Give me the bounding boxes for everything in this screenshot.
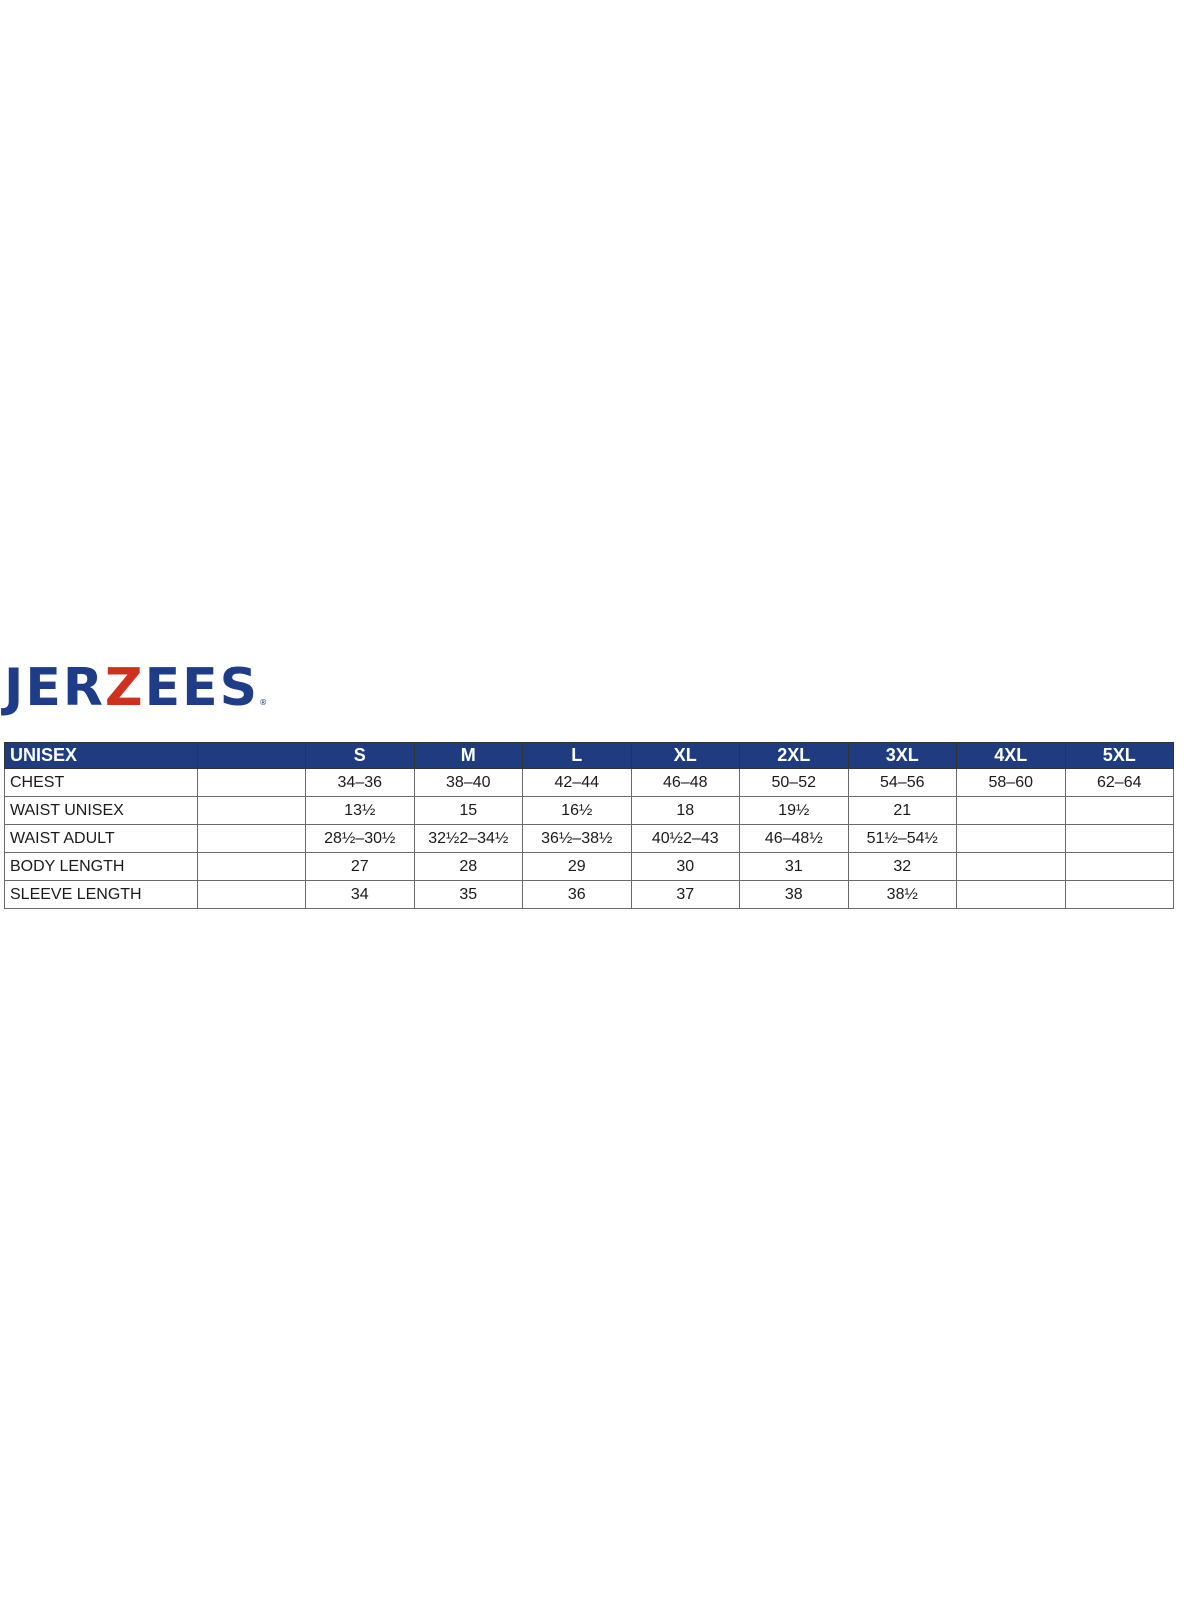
table-cell: 15 xyxy=(413,796,523,825)
table-cell: 13½ xyxy=(305,796,415,825)
table-cell xyxy=(1064,824,1174,853)
table-cell: 30 xyxy=(630,852,740,881)
logo-text: JER xyxy=(4,658,105,718)
header-cell: XL xyxy=(630,742,740,769)
table-cell: 27 xyxy=(305,852,415,881)
header-cell: UNISEX xyxy=(4,742,198,769)
table-row: CHEST 34–36 38–40 42–44 46–48 50–52 54–56 58–60… xyxy=(4,768,1174,797)
table-cell xyxy=(197,796,306,825)
row-label: SLEEVE LENGTH xyxy=(4,880,198,909)
header-cell: M xyxy=(413,742,523,769)
table-cell xyxy=(956,796,1066,825)
table-cell: 36 xyxy=(522,880,632,909)
table-cell: 62–64 xyxy=(1064,768,1174,797)
table-row: WAIST UNISEX 13½ 15 16½ 18 19½ 21 xyxy=(4,796,1174,825)
table-cell: 37 xyxy=(630,880,740,909)
table-cell: 36½–38½ xyxy=(522,824,632,853)
row-label: BODY LENGTH xyxy=(4,852,198,881)
table-cell: 51½–54½ xyxy=(847,824,957,853)
header-cell: 5XL xyxy=(1064,742,1174,769)
table-cell: 35 xyxy=(413,880,523,909)
table-cell xyxy=(1064,796,1174,825)
table-cell: 31 xyxy=(739,852,849,881)
table-cell: 34–36 xyxy=(305,768,415,797)
table-cell: 28 xyxy=(413,852,523,881)
table-cell xyxy=(1064,852,1174,881)
registered-mark: ® xyxy=(259,698,268,707)
table-cell xyxy=(197,768,306,797)
table-cell: 34 xyxy=(305,880,415,909)
table-cell xyxy=(956,852,1066,881)
header-cell: 2XL xyxy=(739,742,849,769)
table-cell: 38–40 xyxy=(413,768,523,797)
table-cell: 46–48 xyxy=(630,768,740,797)
jerzees-logo: JERZEES® xyxy=(4,660,267,731)
table-cell xyxy=(197,852,306,881)
row-label: WAIST ADULT xyxy=(4,824,198,853)
logo-text: EES xyxy=(144,658,260,718)
table-cell: 32 xyxy=(847,852,957,881)
header-row: UNISEX S M L XL 2XL 3XL 4XL 5XL xyxy=(4,742,1174,769)
logo-z: Z xyxy=(104,658,145,718)
table-cell: 21 xyxy=(847,796,957,825)
table-cell: 16½ xyxy=(522,796,632,825)
table-cell: 18 xyxy=(630,796,740,825)
table-cell xyxy=(956,880,1066,909)
table-cell: 50–52 xyxy=(739,768,849,797)
table-cell: 46–48½ xyxy=(739,824,849,853)
table-row: BODY LENGTH 27 28 29 30 31 32 xyxy=(4,852,1174,881)
table-cell xyxy=(197,824,306,853)
table-cell xyxy=(1064,880,1174,909)
table-row: SLEEVE LENGTH 34 35 36 37 38 38½ xyxy=(4,880,1174,909)
size-chart-table: UNISEX S M L XL 2XL 3XL 4XL 5XL CHEST 34–36 38–40 4… xyxy=(4,742,1174,909)
table-cell: 38 xyxy=(739,880,849,909)
table-cell: 32½2–34½ xyxy=(413,824,523,853)
table-cell: 38½ xyxy=(847,880,957,909)
table-cell: 58–60 xyxy=(956,768,1066,797)
row-label: WAIST UNISEX xyxy=(4,796,198,825)
table-row: WAIST ADULT 28½–30½ 32½2–34½ 36½–38½ 40½2–43… xyxy=(4,824,1174,853)
table-cell: 19½ xyxy=(739,796,849,825)
table-cell: 40½2–43 xyxy=(630,824,740,853)
header-cell: S xyxy=(305,742,415,769)
table-cell xyxy=(197,880,306,909)
table-cell: 28½–30½ xyxy=(305,824,415,853)
table-cell: 29 xyxy=(522,852,632,881)
header-cell: 3XL xyxy=(847,742,957,769)
header-cell xyxy=(197,742,306,769)
table-cell: 54–56 xyxy=(847,768,957,797)
table-cell xyxy=(956,824,1066,853)
header-cell: 4XL xyxy=(956,742,1066,769)
row-label: CHEST xyxy=(4,768,198,797)
header-cell: L xyxy=(522,742,632,769)
table-cell: 42–44 xyxy=(522,768,632,797)
